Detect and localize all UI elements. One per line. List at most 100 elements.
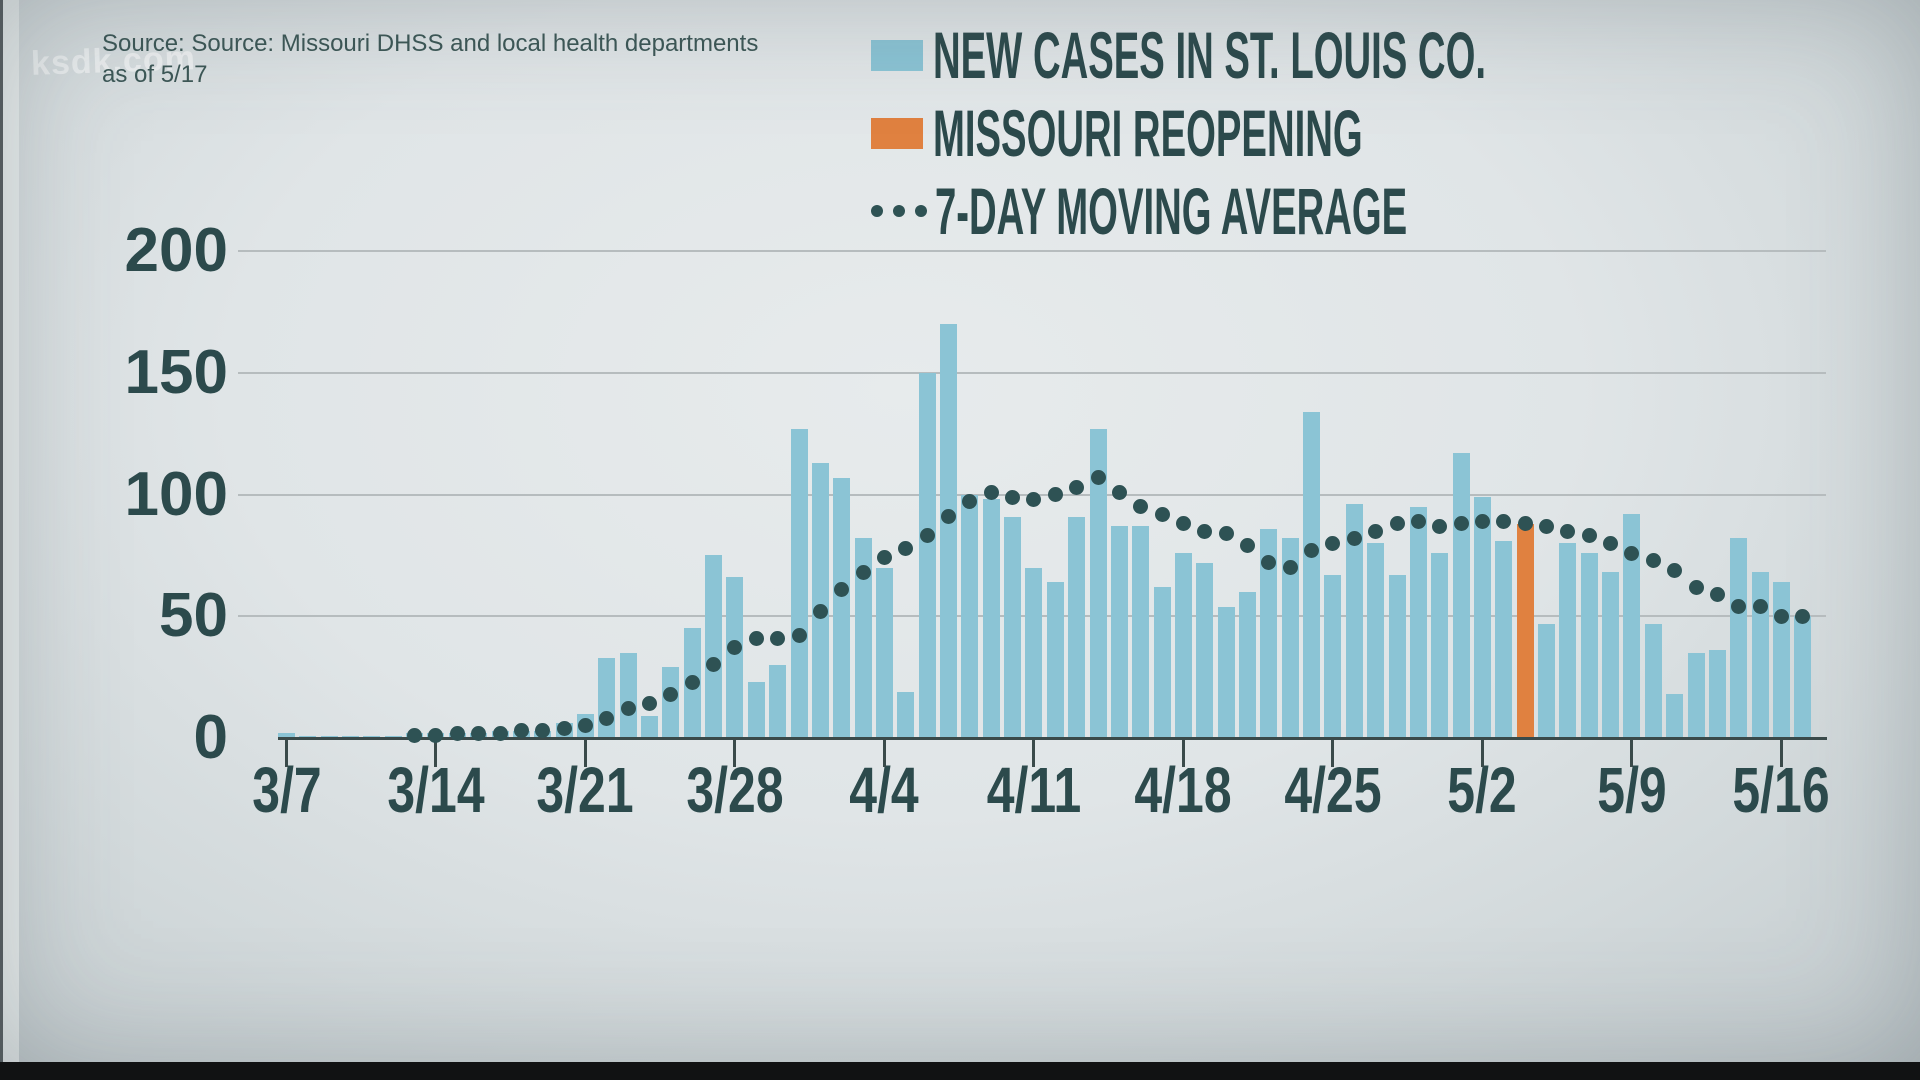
moving-average-dot-3/17 — [492, 725, 508, 741]
legend-label-missouri-reopening: MISSOURI REOPENING — [933, 96, 1363, 170]
bar-5/3 — [1495, 540, 1513, 738]
bar-5/2 — [1473, 497, 1491, 738]
x-axis-tick-4/4 — [882, 740, 886, 767]
bar-5/5 — [1538, 623, 1556, 738]
x-axis-label-3/14: 3/14 — [387, 754, 485, 826]
bar-5/11 — [1666, 694, 1684, 738]
moving-average-dot-5/1 — [1453, 516, 1469, 532]
bar-5/14 — [1730, 538, 1748, 738]
moving-average-dot-5/3 — [1496, 513, 1512, 529]
bar-3/24 — [641, 716, 659, 738]
bottom-black-bar — [0, 1062, 1920, 1080]
bar-5/16 — [1772, 582, 1790, 738]
moving-average-dot-5/5 — [1539, 518, 1555, 534]
bar-4/11 — [1025, 567, 1043, 738]
moving-average-dot-4/28 — [1389, 516, 1405, 532]
bar-5/12 — [1687, 652, 1705, 738]
bar-5/9 — [1623, 514, 1641, 738]
moving-average-dot-4/12 — [1047, 487, 1063, 503]
bar-4/21 — [1239, 591, 1257, 738]
x-axis-label-4/25: 4/25 — [1284, 754, 1382, 826]
x-axis-tick-3/14 — [434, 740, 438, 767]
missouri-reopening-swatch-icon — [871, 117, 923, 149]
moving-average-dot-3/31 — [791, 628, 807, 644]
moving-average-dot-3/21 — [577, 718, 593, 734]
moving-average-dot-3/15 — [449, 725, 465, 741]
moving-average-dot-5/15 — [1752, 599, 1768, 615]
bar-4/8 — [961, 494, 979, 738]
bar-4/13 — [1068, 516, 1086, 738]
moving-average-dot-4/14 — [1090, 470, 1106, 486]
bar-4/10 — [1004, 516, 1022, 738]
bar-3/23 — [619, 652, 637, 738]
moving-average-dot-5/11 — [1667, 562, 1683, 578]
bar-4/14 — [1089, 428, 1107, 738]
moving-average-dot-4/24 — [1304, 543, 1320, 559]
y-axis-label-0: 0 — [193, 703, 228, 772]
bar-4/5 — [897, 691, 915, 738]
moving-average-dot-3/22 — [599, 711, 615, 727]
moving-average-dot-4/21 — [1240, 538, 1256, 554]
x-axis-label-5/2: 5/2 — [1447, 754, 1518, 826]
bar-4/7 — [940, 324, 958, 738]
bar-3/10 — [342, 735, 360, 738]
moving-average-dot-5/13 — [1709, 586, 1725, 602]
x-axis-label-3/28: 3/28 — [686, 754, 784, 826]
moving-average-dot-4/25 — [1325, 535, 1341, 551]
source-attribution: Source: Source: Missouri DHSS and local … — [102, 28, 758, 90]
moving-average-dots-icon — [871, 205, 927, 217]
source-line-2: as of 5/17 — [102, 61, 208, 88]
bar-4/18 — [1174, 553, 1192, 738]
x-axis-tick-3/21 — [583, 740, 587, 767]
moving-average-dot-5/2 — [1474, 513, 1490, 529]
moving-average-dot-4/23 — [1282, 560, 1298, 576]
y-axis-label-200: 200 — [124, 216, 228, 286]
moving-average-dot-3/30 — [770, 630, 786, 646]
moving-average-dot-4/11 — [1026, 491, 1042, 507]
moving-average-dot-4/4 — [876, 550, 892, 566]
moving-average-dot-3/26 — [684, 674, 700, 690]
bar-3/12 — [384, 735, 402, 738]
bar-4/19 — [1196, 562, 1214, 738]
x-axis-label-3/7: 3/7 — [251, 754, 322, 826]
moving-average-dot-4/15 — [1111, 484, 1127, 500]
bar-4/9 — [982, 499, 1000, 738]
moving-average-dot-4/7 — [941, 509, 957, 524]
bar-3/9 — [320, 735, 338, 738]
moving-average-dot-4/22 — [1261, 555, 1277, 571]
moving-average-dot-3/28 — [727, 640, 743, 656]
x-axis-label-4/11: 4/11 — [986, 754, 1082, 826]
moving-average-dot-5/10 — [1645, 552, 1661, 568]
bar-5/17 — [1794, 616, 1812, 738]
bar-4/1 — [811, 462, 829, 738]
bar-5/13 — [1708, 650, 1726, 738]
x-axis-tick-4/25 — [1331, 740, 1335, 767]
screen-left-band — [3, 0, 19, 1062]
x-axis-label-5/16: 5/16 — [1732, 754, 1831, 826]
bar-4/23 — [1281, 538, 1299, 738]
legend-row-missouri-reopening: MISSOURI REOPENING — [871, 94, 1886, 172]
bar-3/8 — [299, 735, 317, 738]
moving-average-dot-4/8 — [962, 494, 978, 510]
moving-average-dot-4/5 — [898, 540, 914, 556]
moving-average-dot-5/9 — [1624, 545, 1640, 561]
bar-3/11 — [363, 735, 381, 738]
bar-4/3 — [854, 538, 872, 738]
y-axis-label-50: 50 — [159, 581, 228, 651]
legend-row-new-cases: NEW CASES IN ST. LOUIS CO. — [871, 16, 1886, 94]
bar-3/27 — [705, 555, 723, 738]
bar-5/10 — [1644, 623, 1662, 738]
moving-average-dot-4/27 — [1368, 523, 1384, 539]
bar-4/24 — [1303, 411, 1321, 738]
moving-average-dot-5/8 — [1603, 535, 1619, 551]
x-axis-label-5/9: 5/9 — [1597, 754, 1667, 826]
moving-average-dot-4/2 — [834, 582, 850, 598]
bar-5/7 — [1580, 553, 1598, 738]
legend-label-new-cases: NEW CASES IN ST. LOUIS CO. — [933, 18, 1486, 92]
x-axis-label-4/4: 4/4 — [849, 754, 920, 826]
gridline-150 — [238, 371, 1826, 374]
moving-average-dot-4/29 — [1410, 513, 1426, 529]
moving-average-dot-3/29 — [748, 630, 764, 646]
source-line-1: Source: Source: Missouri DHSS and local … — [102, 30, 759, 57]
moving-average-dot-4/18 — [1175, 516, 1191, 532]
